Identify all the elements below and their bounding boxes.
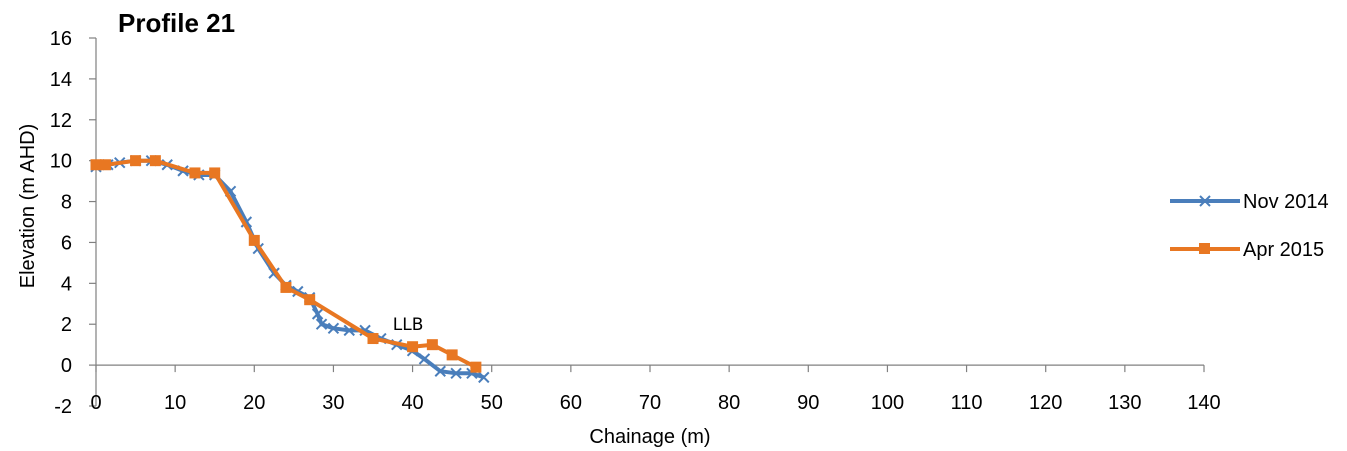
data-point-apr-2015: [304, 294, 316, 306]
data-point-apr-2015: [407, 341, 419, 353]
y-axis: -2 0 2 4 6 8 10 12 14 16: [50, 28, 97, 418]
x-tick-label: 30: [322, 392, 344, 414]
y-tick-label: 4: [61, 273, 72, 295]
y-axis-title: Elevation (m AHD): [17, 124, 39, 289]
data-point-apr-2015: [149, 155, 161, 167]
data-point-apr-2015: [470, 361, 482, 373]
x-tick-label: 120: [1029, 392, 1062, 414]
legend-label-apr-2015: Apr 2015: [1243, 239, 1324, 261]
x-axis: 0 10 20 30 40 50 60 70 80 90 100 110 120 130 140: [90, 364, 1221, 414]
legend-marker-x-icon: [1199, 195, 1211, 207]
data-point-apr-2015: [189, 167, 201, 179]
series-line-apr-2015: [96, 158, 477, 369]
x-tick-label: 10: [164, 392, 186, 414]
data-point-nov-2014: [478, 371, 490, 384]
data-point-nov-2014: [315, 318, 328, 330]
data-point-apr-2015: [367, 333, 379, 345]
legend-item-nov-2014: Nov 2014: [1170, 191, 1329, 213]
x-tick-label: 40: [401, 392, 423, 414]
data-point-nov-2014: [450, 367, 462, 379]
y-tick-label: 8: [61, 192, 72, 214]
chart-title: Profile 21: [118, 8, 235, 38]
data-point-apr-2015: [280, 281, 292, 293]
x-tick-label: 60: [560, 392, 582, 414]
annotation-llb: LLB: [393, 315, 424, 335]
data-point-apr-2015: [248, 234, 260, 246]
y-tick-label: 10: [50, 151, 72, 173]
x-tick-label: 130: [1108, 392, 1141, 414]
legend-label-nov-2014: Nov 2014: [1243, 191, 1329, 213]
x-tick-label: 90: [797, 392, 819, 414]
x-axis-title: Chainage (m): [589, 426, 710, 448]
x-tick-label: 20: [243, 392, 265, 414]
y-tick-label: 6: [61, 232, 72, 254]
data-point-apr-2015: [446, 349, 458, 361]
y-tick-label: 12: [50, 110, 72, 132]
legend: Nov 2014 Apr 2015: [1170, 191, 1329, 261]
data-point-nov-2014: [418, 353, 431, 365]
x-tick-label: 100: [871, 392, 904, 414]
y-tick-label: 14: [50, 69, 72, 91]
x-tick-label: 70: [639, 392, 661, 414]
y-tick-label: 0: [61, 355, 72, 377]
y-tick-label: 16: [50, 28, 72, 50]
x-tick-label: 0: [90, 392, 101, 414]
legend-marker-square-icon: [1199, 243, 1210, 254]
data-point-nov-2014: [434, 365, 446, 377]
x-tick-label: 50: [481, 392, 503, 414]
data-point-apr-2015: [99, 159, 111, 171]
data-point-nov-2014: [311, 308, 324, 320]
data-point-apr-2015: [209, 167, 221, 179]
data-point-nov-2014: [327, 322, 340, 335]
data-point-apr-2015: [426, 339, 438, 351]
data-point-apr-2015: [90, 159, 102, 171]
y-tick-label: -2: [54, 396, 72, 418]
plot-series: [90, 154, 490, 384]
x-tick-label: 140: [1187, 392, 1220, 414]
y-tick-label: 2: [61, 314, 72, 336]
legend-item-apr-2015: Apr 2015: [1170, 239, 1324, 261]
data-point-apr-2015: [130, 155, 142, 167]
x-tick-label: 110: [951, 392, 983, 414]
x-tick-label: 80: [718, 392, 740, 414]
